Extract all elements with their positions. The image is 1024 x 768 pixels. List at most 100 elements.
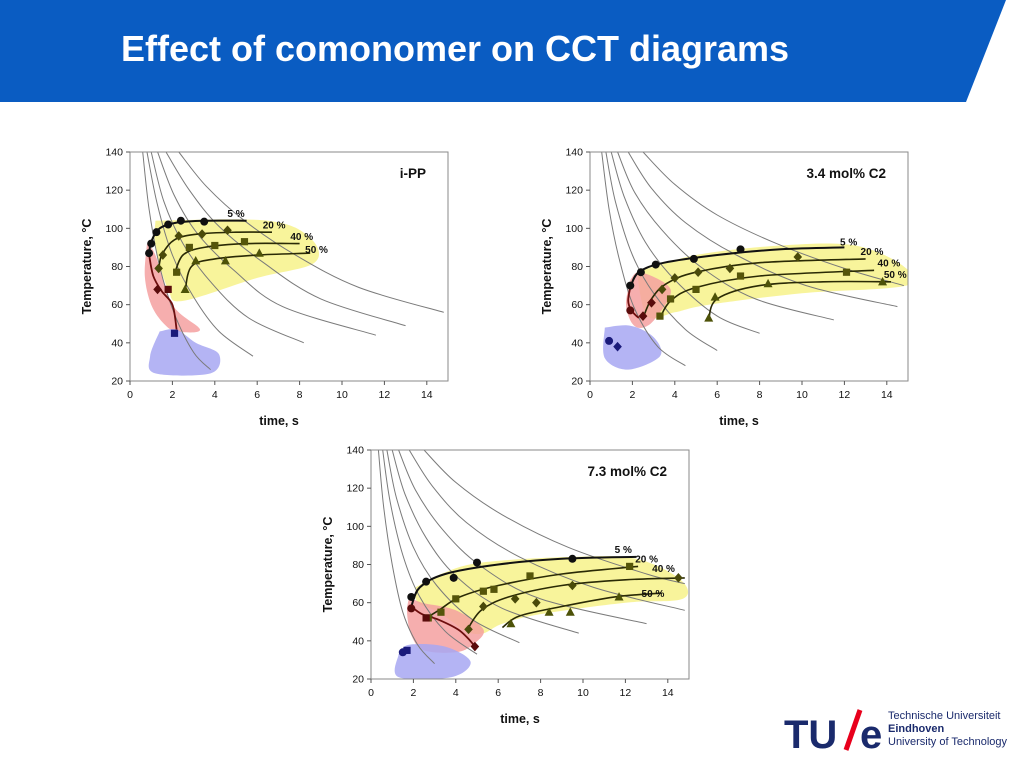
- dark-point-4: [403, 646, 411, 654]
- x-tick-label: 8: [538, 687, 544, 699]
- dark-point-1: [422, 614, 430, 622]
- series-curve-2: [173, 242, 300, 275]
- y-tick-label: 140: [565, 147, 583, 159]
- y-tick-label: 80: [571, 261, 583, 273]
- x-tick-label: 4: [672, 389, 678, 401]
- x-axis-label: time, s: [500, 712, 540, 726]
- y-tick-label: 140: [105, 147, 123, 159]
- data-point-0-2: [651, 260, 660, 269]
- data-point-3-0: [180, 284, 190, 293]
- logo-slash: [843, 709, 863, 751]
- data-point-2-2: [692, 285, 700, 293]
- data-point-1-4: [223, 225, 232, 236]
- y-tick-label: 40: [352, 635, 364, 647]
- cct-chart-7-3-mol: 0 2 4 6 8 10 12 14 20 40 60 80 100 120 140 time, s Tempe…: [313, 438, 703, 738]
- series-curve-2: [465, 577, 685, 632]
- y-tick-label: 120: [346, 483, 364, 495]
- data-point-0-1: [147, 239, 156, 248]
- x-tick-label: 2: [169, 389, 175, 401]
- x-tick-label: 12: [839, 389, 851, 401]
- series-curve-3: [707, 280, 892, 321]
- cooling-curve-1: [146, 152, 254, 357]
- data-point-0-0: [145, 249, 154, 258]
- cooling-curve-4: [165, 152, 406, 327]
- data-point-3-2: [565, 607, 575, 616]
- data-point-1-1: [437, 608, 445, 616]
- series-curve-3: [184, 252, 311, 292]
- logo-tu-text: TU: [784, 713, 837, 756]
- x-tick-label: 8: [757, 389, 763, 401]
- series-curve-2: [659, 269, 875, 319]
- region-2: [603, 325, 662, 370]
- x-tick-label: 8: [297, 389, 303, 401]
- slide-title: Effect of comonomer on CCT diagrams: [121, 28, 790, 69]
- data-point-2-3: [532, 597, 541, 608]
- dark-point-2: [470, 641, 480, 652]
- tue-logo: TU e Technische Universiteit Eindhoven U…: [784, 706, 1020, 756]
- dark-point-2: [626, 306, 635, 315]
- y-tick-label: 20: [571, 376, 583, 388]
- y-tick-label: 100: [565, 223, 583, 235]
- logo-wordmark: Technische Universiteit Eindhoven Univer…: [888, 710, 1007, 749]
- cooling-curve-6: [423, 450, 685, 585]
- cooling-curve-3: [617, 152, 834, 321]
- y-tick-label: 100: [105, 223, 123, 235]
- data-point-1-5: [725, 263, 735, 274]
- x-tick-label: 12: [379, 389, 391, 401]
- dark-transition-curve: [627, 287, 640, 319]
- cooling-curve-0: [377, 450, 435, 665]
- data-point-2-4: [842, 268, 851, 276]
- cooling-curve-4: [627, 152, 898, 308]
- data-point-2-4: [568, 580, 577, 591]
- chart-svg: 0 2 4 6 8 10 12 14 20 40 60 80 100 120 140 time, s Tempe…: [540, 147, 909, 428]
- dark-point-0: [153, 284, 162, 295]
- dark-point-4: [613, 341, 622, 352]
- cooling-curve-3: [391, 450, 579, 634]
- data-point-2-5: [674, 573, 683, 583]
- cooling-curve-5: [408, 450, 685, 611]
- cooling-curve-4: [398, 450, 647, 625]
- x-axis-label: time, s: [719, 414, 759, 428]
- cooling-curve-1: [382, 450, 478, 655]
- data-point-2-1: [479, 601, 488, 612]
- curve-label-2: 40 %: [290, 232, 313, 243]
- x-tick-label: 14: [421, 389, 433, 401]
- data-point-2-2: [510, 594, 520, 604]
- region-0: [415, 556, 689, 635]
- data-point-1-5: [526, 572, 534, 580]
- x-tick-label: 0: [368, 687, 374, 699]
- data-point-0-1: [636, 268, 645, 277]
- dark-transition-curve: [410, 605, 476, 648]
- data-point-1-0: [154, 263, 163, 274]
- y-tick-label: 120: [105, 185, 123, 197]
- data-point-2-0: [656, 312, 664, 320]
- data-point-3-2: [763, 278, 773, 288]
- x-tick-label: 4: [212, 389, 218, 401]
- header-banner: [0, 0, 1006, 102]
- y-tick-label: 60: [352, 597, 364, 609]
- curve-label-0: 5 %: [227, 209, 244, 220]
- dark-transition-curve: [148, 254, 178, 330]
- x-tick-label: 2: [410, 687, 416, 699]
- y-tick-label: 140: [346, 445, 364, 457]
- cooling-curve-3: [157, 152, 377, 336]
- curve-label-0: 5 %: [615, 545, 632, 556]
- x-tick-label: 4: [453, 687, 459, 699]
- data-point-0-3: [473, 558, 481, 567]
- region-0: [154, 219, 320, 302]
- data-point-3-0: [506, 618, 516, 628]
- x-tick-label: 0: [587, 389, 593, 401]
- data-point-0-4: [568, 554, 577, 563]
- data-point-1-2: [452, 595, 460, 603]
- data-point-0-2: [152, 228, 161, 237]
- data-point-1-3: [670, 273, 680, 283]
- curve-label-2: 40 %: [878, 259, 901, 270]
- data-point-2-3: [240, 238, 249, 246]
- plot-area: [377, 450, 689, 679]
- data-point-2-0: [173, 268, 181, 276]
- x-tick-label: 12: [620, 687, 632, 699]
- data-point-1-6: [626, 562, 634, 571]
- x-tick-label: 6: [714, 389, 720, 401]
- plot-area: [601, 152, 908, 370]
- curve-label-1: 20 %: [861, 247, 884, 258]
